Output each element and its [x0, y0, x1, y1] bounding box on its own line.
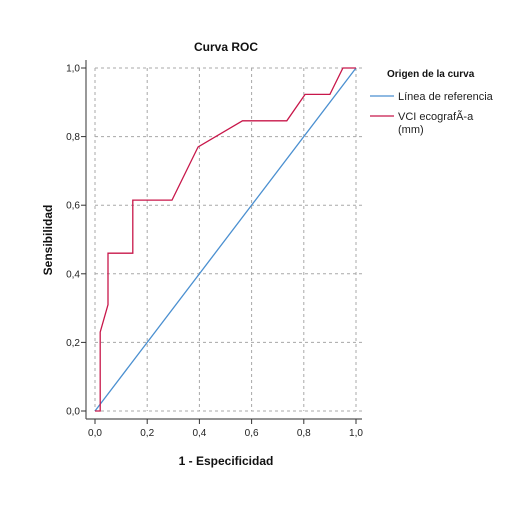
series-lines — [94, 67, 357, 412]
y-axis-ticks: 0,0 0,2 0,4 0,6 0,8 1,0 — [66, 64, 86, 418]
legend-entry-vci: VCI ecografÃ-a (mm) — [398, 110, 476, 136]
legend-entry-reference: Línea de referencia — [398, 91, 494, 103]
axes — [85, 60, 362, 420]
roc-curve-vci — [95, 67, 356, 412]
x-tick-label: 0,8 — [297, 428, 311, 439]
y-tick-label: 0,6 — [66, 201, 80, 212]
y-tick-label: 0,0 — [66, 407, 80, 418]
x-axis-label: 1 - Especificidad — [179, 454, 274, 468]
x-tick-label: 1,0 — [349, 428, 363, 439]
chart-title: Curva ROC — [194, 40, 258, 54]
x-tick-label: 0,6 — [245, 428, 259, 439]
x-tick-label: 0,0 — [88, 428, 102, 439]
legend-entry-vci-line1: VCI ecografÃ-a — [398, 110, 474, 123]
x-tick-label: 0,4 — [192, 428, 206, 439]
y-axis-label: Sensibilidad — [41, 205, 55, 276]
x-tick-label: 0,2 — [140, 428, 154, 439]
legend: Origen de la curva Línea de referencia V… — [370, 69, 494, 136]
grid — [94, 67, 362, 412]
y-tick-label: 0,8 — [66, 132, 80, 143]
x-axis-ticks: 0,0 0,2 0,4 0,6 0,8 1,0 — [88, 419, 363, 439]
legend-title: Origen de la curva — [387, 69, 475, 80]
reference-line — [94, 67, 357, 412]
y-tick-label: 0,4 — [66, 269, 80, 280]
y-tick-label: 1,0 — [66, 64, 80, 75]
y-tick-label: 0,2 — [66, 338, 80, 349]
legend-entry-vci-line2: (mm) — [398, 124, 424, 136]
